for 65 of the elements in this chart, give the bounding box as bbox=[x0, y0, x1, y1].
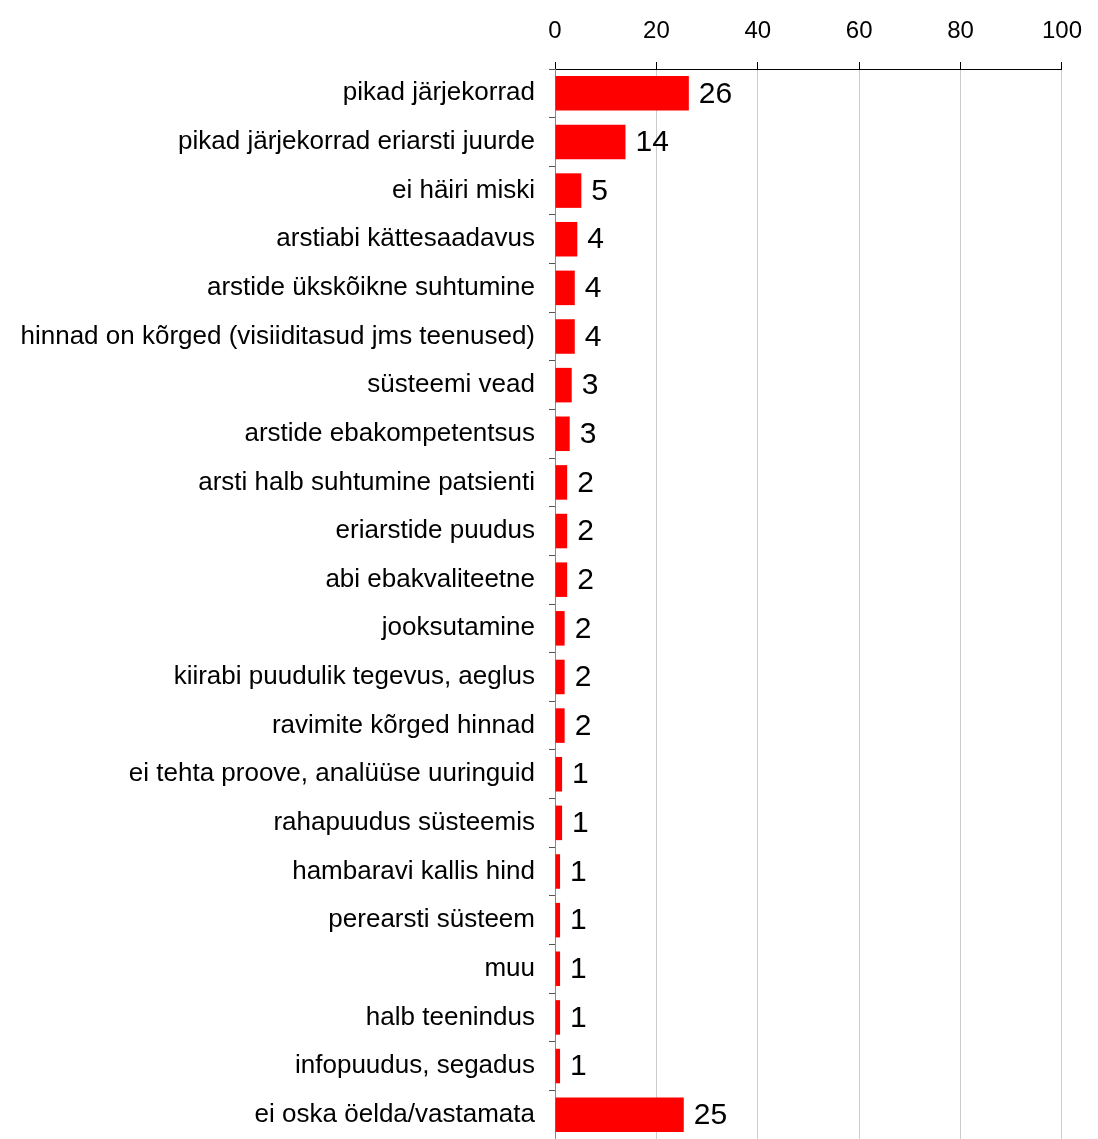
data-label: 1 bbox=[572, 756, 589, 790]
y-tick-label: pikad järjekorrad eriarsti juurde bbox=[178, 125, 535, 156]
y-tick-label: ravimite kõrged hinnad bbox=[271, 708, 535, 739]
bar bbox=[555, 173, 582, 208]
bar bbox=[555, 611, 565, 646]
data-label: 2 bbox=[574, 610, 592, 644]
data-label: 4 bbox=[584, 270, 602, 304]
y-tick-label: ei häiri miski bbox=[391, 173, 535, 204]
bar bbox=[555, 708, 565, 743]
data-label: 1 bbox=[570, 1048, 587, 1082]
bar bbox=[555, 270, 575, 306]
y-tick-label: perearsti süsteem bbox=[328, 903, 535, 934]
data-label: 4 bbox=[587, 221, 604, 255]
x-tick-label: 80 bbox=[947, 16, 974, 44]
y-tick-label: infopuudus, segadus bbox=[295, 1049, 535, 1080]
bar bbox=[555, 562, 568, 597]
data-label: 3 bbox=[579, 416, 597, 450]
bar bbox=[555, 465, 568, 500]
data-label: 2 bbox=[574, 707, 592, 741]
y-tick-label: süsteemi vead bbox=[367, 368, 535, 399]
y-tick-label: kiirabi puudulik tegevus, aeglus bbox=[173, 660, 535, 691]
data-label: 2 bbox=[577, 464, 594, 498]
bar bbox=[555, 1097, 684, 1132]
x-tick-label: 20 bbox=[643, 16, 670, 44]
bar bbox=[555, 659, 565, 695]
y-tick-label: muu bbox=[484, 951, 535, 982]
data-label: 5 bbox=[591, 172, 609, 206]
data-label: 14 bbox=[635, 124, 669, 158]
data-label: 2 bbox=[577, 561, 594, 595]
x-tick-label: 100 bbox=[1041, 16, 1082, 44]
bar bbox=[555, 76, 689, 111]
bar bbox=[555, 416, 570, 452]
y-tick-label: eriarstide puudus bbox=[335, 514, 535, 545]
y-tick-label: arstide ükskõikne suhtumine bbox=[206, 271, 535, 302]
x-tick-label: 0 bbox=[548, 16, 562, 44]
bar bbox=[555, 319, 575, 354]
y-tick-label: arstide ebakompetentsus bbox=[244, 416, 535, 447]
y-tick-label: rahapuudus süsteemis bbox=[273, 806, 535, 837]
bar bbox=[555, 124, 626, 160]
data-label: 1 bbox=[570, 999, 587, 1033]
y-tick-label: arsti halb suhtumine patsienti bbox=[198, 465, 535, 496]
data-label: 25 bbox=[693, 1096, 728, 1130]
data-label: 4 bbox=[584, 318, 602, 352]
data-label: 1 bbox=[570, 951, 587, 985]
y-tick-label: abi ebakvaliteetne bbox=[325, 562, 535, 593]
data-label: 2 bbox=[577, 513, 594, 547]
data-label: 1 bbox=[570, 853, 587, 887]
y-tick-label: pikad järjekorrad bbox=[342, 76, 535, 107]
data-label: 3 bbox=[581, 367, 599, 401]
y-tick-label: halb teenindus bbox=[365, 1000, 535, 1031]
y-tick-label: jooksutamine bbox=[380, 611, 535, 642]
data-label: 2 bbox=[574, 659, 592, 693]
y-tick-label: ei tehta proove, analüüse uuringuid bbox=[128, 757, 535, 788]
y-tick-label: arstiabi kättesaadavus bbox=[276, 222, 535, 253]
data-label: 26 bbox=[698, 75, 733, 109]
x-tick-label: 60 bbox=[845, 16, 873, 44]
data-label: 1 bbox=[572, 805, 589, 839]
data-label: 1 bbox=[570, 902, 587, 936]
x-tick-label: 40 bbox=[744, 16, 772, 44]
bar bbox=[555, 367, 572, 403]
y-tick-label: hambaravi kallis hind bbox=[292, 854, 535, 885]
y-tick-label: ei oska öelda/vastamata bbox=[254, 1097, 536, 1128]
y-tick-label: hinnad on kõrged (visiiditasud jms teenused) bbox=[20, 319, 535, 350]
bar bbox=[555, 221, 578, 257]
bar bbox=[555, 513, 568, 549]
